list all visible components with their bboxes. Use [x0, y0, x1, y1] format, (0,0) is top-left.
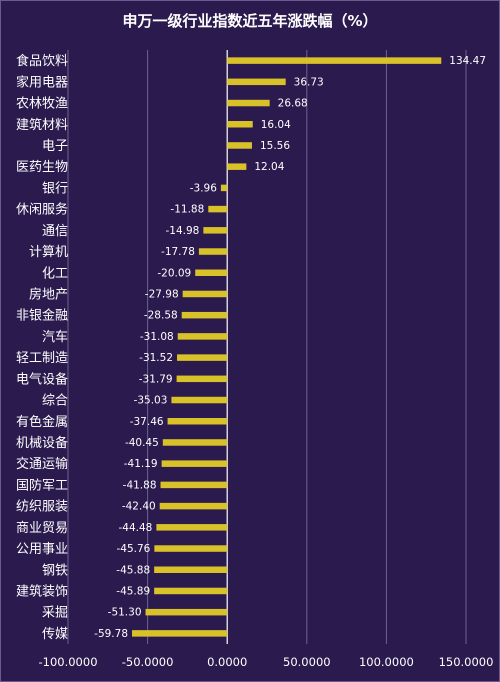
x-tick-label: 150.0000: [439, 655, 494, 669]
category-label: 综合: [42, 394, 68, 409]
value-label: -51.30: [108, 607, 142, 619]
bar: [132, 630, 228, 637]
value-label: 36.73: [294, 76, 324, 88]
bar: [182, 290, 228, 298]
category-label: 计算机: [29, 245, 68, 260]
bar: [177, 354, 228, 361]
bar: [156, 524, 228, 531]
category-label: 交通运输: [16, 456, 68, 472]
category-label: 汽车: [42, 329, 68, 345]
gridlines: [67, 50, 467, 644]
category-label: 采掘: [42, 606, 68, 621]
value-label: 16.04: [261, 119, 291, 131]
bar: [227, 78, 286, 86]
bar: [227, 99, 270, 107]
category-label: 农林牧渔: [16, 97, 68, 112]
value-label: -45.76: [116, 543, 150, 555]
bar: [171, 396, 228, 404]
category-label: 纺织服装: [16, 500, 68, 515]
category-label: 食品饮料: [16, 53, 68, 69]
category-label: 公用事业: [16, 542, 68, 557]
value-label: -45.89: [116, 585, 150, 597]
category-label: 建筑材料: [16, 117, 68, 133]
bar: [154, 566, 228, 573]
category-label: 轻工制造: [16, 351, 68, 366]
value-label: 12.04: [254, 161, 284, 173]
category-label: 传媒: [42, 627, 68, 642]
value-label: 134.47: [449, 55, 486, 67]
bar: [161, 460, 228, 467]
value-label: -3.96: [190, 182, 217, 194]
value-label: 26.68: [278, 98, 308, 110]
category-label: 休闲服务: [16, 202, 68, 218]
category-label: 银行: [42, 181, 68, 196]
category-label: 医药生物: [16, 160, 68, 175]
bar: [154, 545, 228, 552]
value-label: -14.98: [165, 225, 199, 237]
bar: [160, 481, 228, 489]
category-label: 化工: [42, 266, 68, 281]
value-label: -37.46: [130, 416, 164, 428]
bar: [227, 57, 442, 64]
x-tick-label: -50.0000: [122, 655, 174, 669]
bar: [195, 269, 228, 276]
category-labels: 食品饮料家用电器农林牧渔建筑材料电子医药生物银行休闲服务通信计算机化工房地产非银…: [16, 53, 68, 642]
value-label: -31.08: [140, 331, 174, 343]
value-label: -17.78: [161, 246, 195, 258]
category-label: 有色金属: [16, 414, 68, 430]
value-label: -31.79: [139, 373, 173, 385]
bar: [227, 121, 253, 128]
bar: [162, 439, 228, 446]
value-label: -27.98: [145, 288, 179, 300]
bar: [167, 418, 228, 425]
value-label: -59.78: [94, 628, 128, 640]
x-tick-label: 0.0000: [207, 655, 247, 669]
value-label: -42.40: [122, 501, 156, 513]
value-label: -41.19: [124, 458, 158, 470]
bar: [198, 248, 228, 255]
x-tick-label: 100.0000: [359, 655, 414, 669]
value-label: -35.03: [134, 395, 168, 407]
category-label: 通信: [42, 224, 68, 239]
value-label: -31.52: [139, 352, 173, 364]
value-label: -40.45: [125, 437, 159, 449]
value-label: -41.88: [123, 479, 157, 491]
value-labels: 134.47 36.73 26.68 16.04 15.56 12.04 -3.96 -11.…: [94, 55, 486, 640]
value-label: -11.88: [170, 204, 204, 216]
chart-title: 申万一级行业指数近五年涨跌幅（%）: [122, 12, 377, 30]
category-label: 建筑装饰: [16, 583, 68, 599]
bar: [203, 227, 228, 234]
category-label: 钢铁: [42, 563, 68, 578]
category-label: 非银金融: [16, 308, 68, 324]
bar: [176, 375, 228, 383]
bar: [181, 311, 228, 319]
x-tick-label: 50.0000: [283, 655, 331, 669]
category-label: 商业贸易: [16, 521, 68, 536]
bar: [227, 163, 247, 170]
category-label: 电子: [42, 139, 68, 154]
bar: [208, 205, 228, 213]
bar: [227, 142, 252, 149]
category-label: 电气设备: [16, 371, 68, 387]
value-label: -28.58: [144, 310, 178, 322]
bar: [154, 587, 228, 595]
value-label: -44.48: [119, 522, 153, 534]
value-label: -45.88: [116, 564, 150, 576]
category-label: 机械设备: [16, 435, 68, 451]
value-label: -20.09: [157, 267, 191, 279]
x-tick-label: -100.0000: [38, 655, 97, 669]
bar: [159, 502, 228, 510]
category-label: 国防军工: [16, 477, 68, 493]
bar: [145, 608, 228, 616]
x-axis-ticks: -100.0000 -50.0000 0.0000 50.0000 100.0000 15…: [38, 655, 493, 669]
category-label: 家用电器: [16, 74, 68, 90]
category-label: 房地产: [29, 286, 68, 302]
bar: [220, 184, 228, 192]
value-label: 15.56: [260, 140, 290, 152]
bars: [132, 57, 442, 637]
bar: [177, 333, 228, 340]
